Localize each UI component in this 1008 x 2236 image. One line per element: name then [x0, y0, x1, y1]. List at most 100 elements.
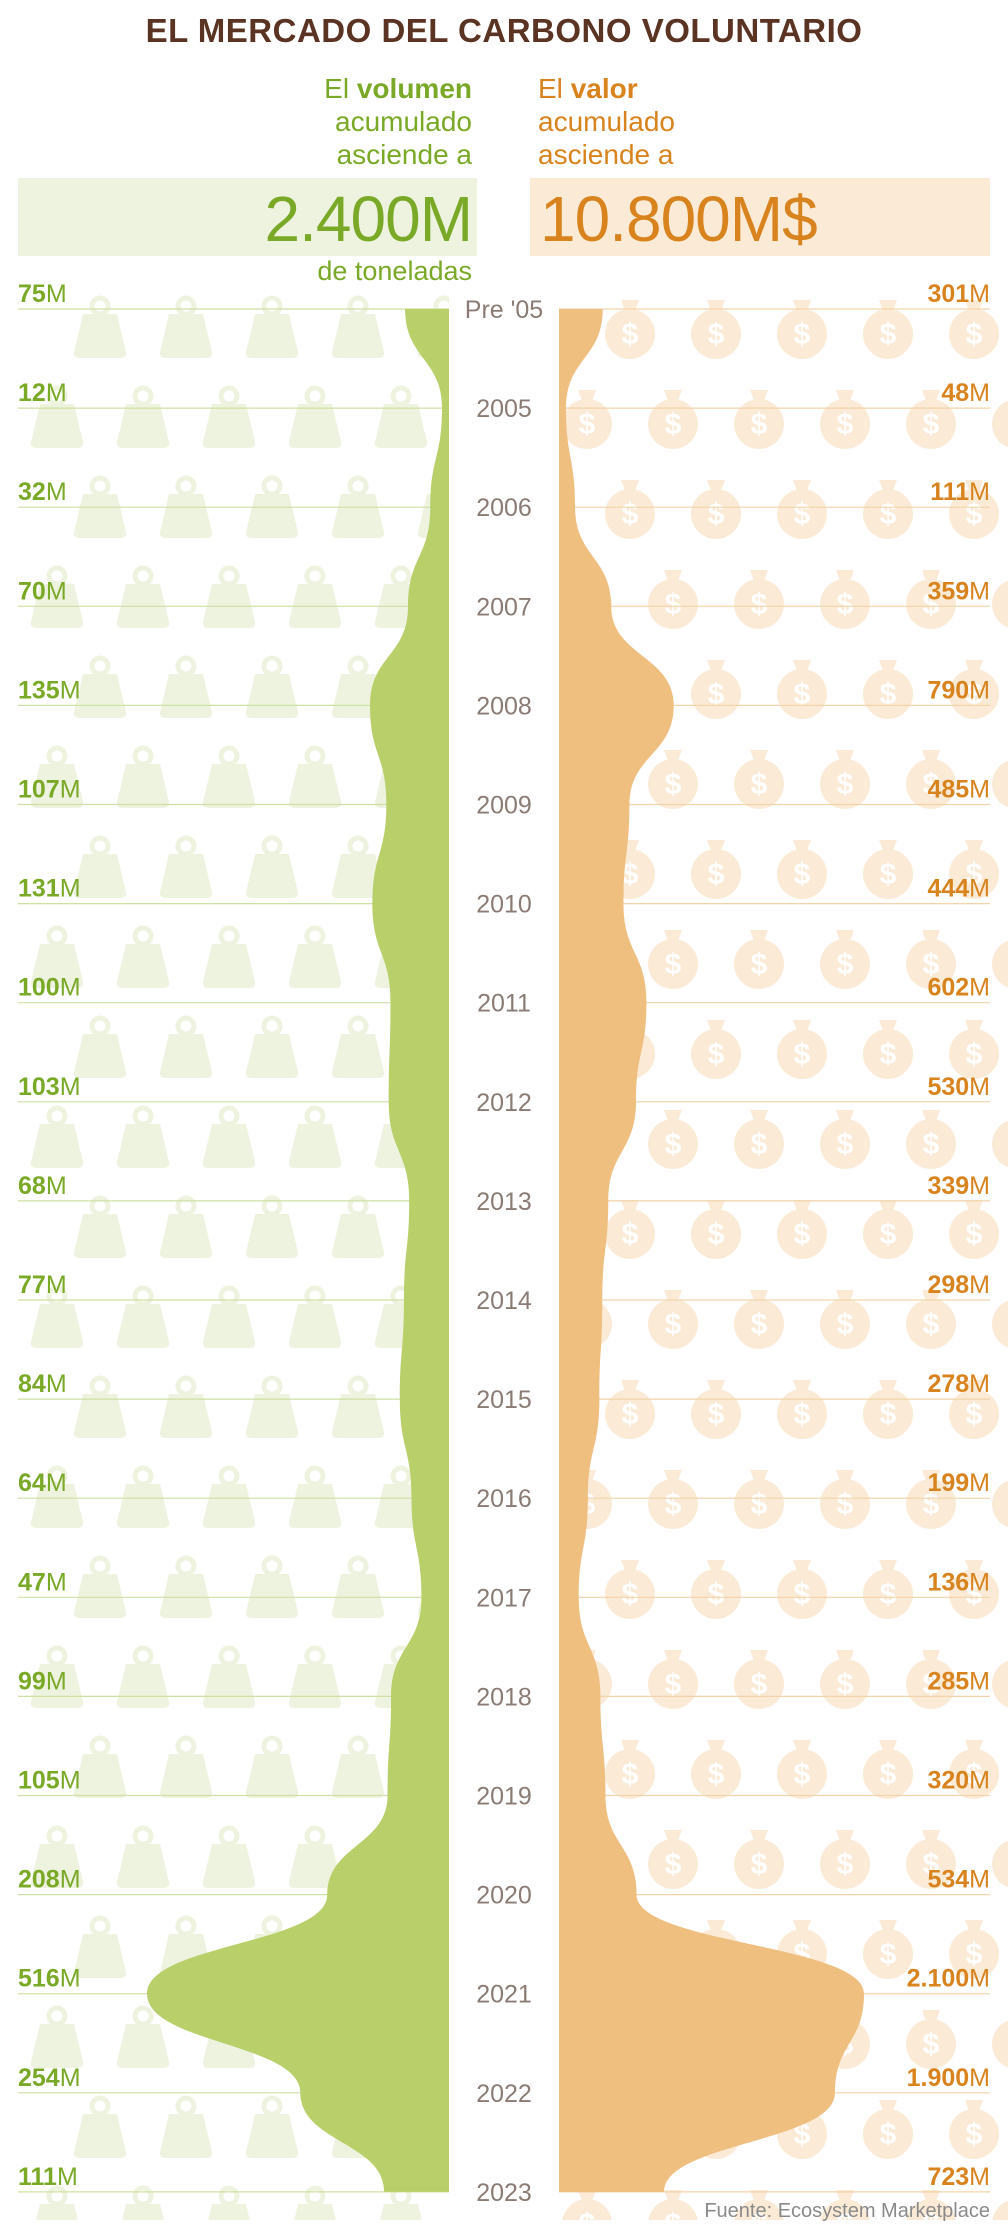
weight-icon — [390, 385, 412, 407]
weight-icon — [522, 1558, 538, 1574]
weight-icon — [245, 854, 299, 898]
money-bag-icon: $ — [906, 1110, 956, 1169]
weight-icon — [30, 764, 84, 808]
svg-text:$: $ — [751, 1668, 768, 1701]
weight-icon — [175, 655, 197, 677]
weight-icon — [116, 2024, 170, 2068]
year-label: 2010 — [476, 891, 532, 919]
svg-text:$: $ — [665, 1848, 682, 1881]
volume-data-label: 47M — [18, 1568, 67, 1596]
svg-text:$: $ — [708, 1218, 725, 1251]
weight-icon — [175, 2095, 197, 2117]
money-bag-icon: $ — [734, 930, 784, 989]
money-bag-icon: $ — [949, 1020, 999, 1079]
weight-icon — [132, 1105, 154, 1127]
weight-icon — [89, 1735, 111, 1757]
weight-icon — [522, 1738, 538, 1754]
money-bag-icon: $ — [906, 750, 956, 809]
weight-icon — [159, 1214, 213, 1258]
svg-text:$: $ — [665, 1128, 682, 1161]
volume-data-label: 105M — [18, 1767, 81, 1795]
value-data-label: 285M — [927, 1667, 990, 1695]
weight-icon — [116, 1484, 170, 1528]
money-bag-icon: $ — [863, 1200, 913, 1259]
value-intro-line3: asciende a — [538, 139, 674, 170]
svg-text:$: $ — [622, 1218, 639, 1251]
weight-icon — [73, 854, 127, 898]
volume-unit-note: de toneladas — [317, 256, 472, 286]
money-bag-icon: $ — [648, 1110, 698, 1169]
money-bag-icon: $ — [906, 390, 956, 449]
weight-icon — [89, 835, 111, 857]
money-bag-icon: $ — [691, 1740, 741, 1799]
weight-icon — [202, 1124, 256, 1168]
svg-text:$: $ — [751, 1308, 768, 1341]
weight-icon — [73, 674, 127, 718]
svg-text:$: $ — [665, 2208, 682, 2236]
weight-icon — [461, 2204, 513, 2236]
year-label: 2009 — [476, 792, 532, 820]
value-area — [559, 309, 864, 2192]
svg-text:$: $ — [708, 678, 725, 711]
value-data-label: 136M — [927, 1568, 990, 1596]
volume-total: 2.400M — [264, 183, 473, 255]
volume-data-label: 70M — [18, 577, 67, 605]
money-bag-icon: $ — [949, 1920, 999, 1979]
money-bag-icon: $ — [820, 1290, 870, 1349]
money-bag-icon: $ — [992, 1300, 1008, 1348]
money-bag-icon: $ — [820, 2190, 870, 2220]
svg-text:$: $ — [966, 1398, 983, 1431]
weight-icon — [380, 2204, 422, 2220]
weight-icon — [504, 2114, 556, 2158]
volume-data-label: 32M — [18, 478, 67, 506]
money-bag-icon: $ — [863, 1380, 913, 1439]
weight-icon — [159, 314, 213, 358]
year-label: 2006 — [476, 494, 532, 522]
volume-intro-keyword: volumen — [356, 73, 472, 104]
weight-icon — [347, 475, 369, 497]
volume-data-label: 77M — [18, 1271, 67, 1299]
svg-text:$: $ — [622, 498, 639, 531]
weight-icon — [132, 1645, 154, 1667]
weight-icon — [347, 1375, 369, 1397]
money-bag-icon: $ — [691, 840, 741, 899]
weight-icon — [288, 1304, 342, 1348]
weight-icon — [159, 854, 213, 898]
svg-text:$: $ — [837, 948, 854, 981]
value-data-label: 301M — [927, 280, 990, 308]
volume-data-label: 68M — [18, 1172, 67, 1200]
money-bag-icon: $ — [648, 390, 698, 449]
svg-text:$: $ — [923, 1668, 940, 1701]
svg-text:$: $ — [966, 1938, 983, 1971]
weight-icon — [30, 1124, 84, 1168]
money-bag-icon: $ — [777, 300, 827, 359]
weight-icon — [347, 1735, 369, 1757]
weight-icon — [73, 1934, 127, 1978]
svg-text:$: $ — [751, 1488, 768, 1521]
svg-text:$: $ — [579, 408, 596, 441]
svg-text:$: $ — [708, 1578, 725, 1611]
weight-icon — [479, 1648, 495, 1664]
weight-icon — [304, 1285, 326, 1307]
weight-icon — [132, 1825, 154, 1847]
svg-text:$: $ — [966, 2118, 983, 2151]
volume-area — [147, 309, 449, 2192]
money-bag-icon: $ — [605, 1560, 655, 1619]
weight-icon — [288, 404, 342, 448]
value-data-label: 1.900M — [907, 2064, 990, 2092]
weight-icon — [479, 568, 495, 584]
money-bag-icon: $ — [863, 660, 913, 719]
volume-icon-pattern — [30, 295, 556, 2236]
money-bag-icon: $ — [992, 760, 1008, 808]
value-data-label: 485M — [927, 776, 990, 804]
chart-title: EL MERCADO DEL CARBONO VOLUNTARIO — [145, 12, 863, 49]
svg-text:$: $ — [837, 408, 854, 441]
volume-data-label: 131M — [18, 875, 81, 903]
weight-icon — [46, 1825, 68, 1847]
svg-text:$: $ — [880, 1398, 897, 1431]
weight-icon — [245, 1574, 299, 1618]
weight-icon — [159, 674, 213, 718]
money-bag-icon: $ — [820, 1110, 870, 1169]
svg-text:$: $ — [751, 408, 768, 441]
money-bag-icon: $ — [906, 1470, 956, 1529]
